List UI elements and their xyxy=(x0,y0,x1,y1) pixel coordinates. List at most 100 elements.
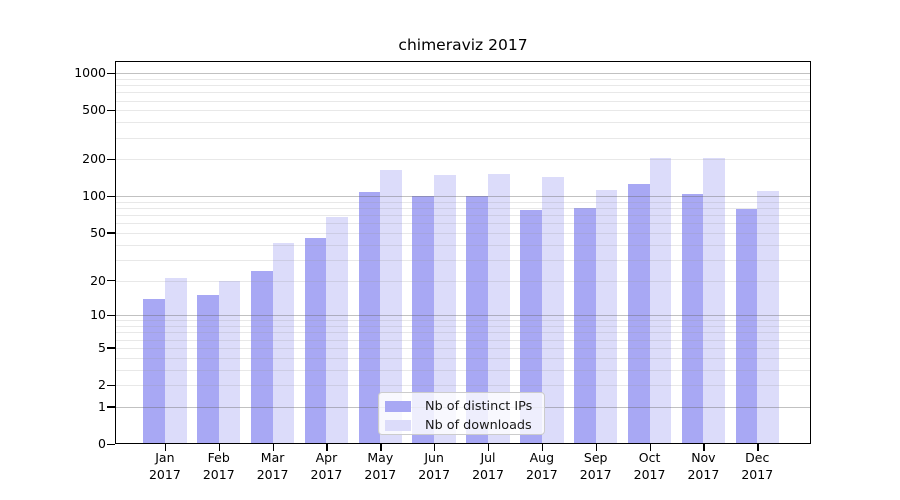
y-tick-2 xyxy=(107,384,115,386)
y-tick-label-1: 1 xyxy=(98,398,106,414)
gridline-70 xyxy=(115,215,811,217)
chart-title: chimeraviz 2017 xyxy=(398,36,528,54)
bar-apr-downloads xyxy=(326,216,349,444)
x-tick-label-oct: Oct 2017 xyxy=(633,450,666,482)
legend-label-downloads: Nb of downloads xyxy=(425,418,532,433)
bar-jan-downloads xyxy=(164,278,187,444)
gridline-10 xyxy=(115,315,811,317)
gridline-90 xyxy=(115,201,811,203)
y-tick-500 xyxy=(107,109,115,112)
legend-swatch-distinct-ips xyxy=(385,401,411,412)
gridline-200 xyxy=(115,159,811,161)
y-tick-label-5: 5 xyxy=(98,339,106,355)
bar-feb-ips xyxy=(197,295,219,444)
x-tick-aug xyxy=(541,444,544,451)
gridline-700 xyxy=(115,92,811,94)
x-tick-may xyxy=(380,444,382,451)
x-tick-apr xyxy=(326,444,328,451)
gridline-6 xyxy=(115,339,811,341)
bar-oct-downloads xyxy=(649,157,672,444)
x-tick-feb xyxy=(218,444,221,451)
gridline-1000 xyxy=(115,73,811,75)
legend-label-distinct-ips: Nb of distinct IPs xyxy=(425,399,533,414)
y-tick-label-2: 2 xyxy=(98,377,106,393)
gridline-800 xyxy=(115,85,811,87)
gridline-2 xyxy=(115,385,811,387)
legend: Nb of distinct IPs Nb of downloads xyxy=(378,392,545,435)
x-tick-oct xyxy=(649,444,651,451)
gridline-80 xyxy=(115,208,811,210)
gridline-4 xyxy=(115,357,811,359)
bar-jun-ips xyxy=(412,196,435,444)
gridline-100 xyxy=(115,196,811,198)
bar-oct-ips xyxy=(627,183,650,444)
plot-area xyxy=(115,61,811,444)
x-tick-label-sep: Sep 2017 xyxy=(579,450,612,482)
x-tick-label-jan: Jan 2017 xyxy=(148,450,181,482)
y-tick-label-0: 0 xyxy=(98,436,106,451)
x-tick-nov xyxy=(703,444,705,451)
gridline-400 xyxy=(115,122,811,124)
bar-aug-ips xyxy=(520,210,542,444)
bar-mar-downloads xyxy=(272,243,295,444)
y-tick-label-500: 500 xyxy=(82,102,106,118)
legend-row-distinct-ips: Nb of distinct IPs xyxy=(379,397,544,416)
y-tick-100 xyxy=(107,195,115,198)
gridline-7 xyxy=(115,332,811,334)
y-tick-label-20: 20 xyxy=(90,272,106,288)
x-tick-jun xyxy=(434,444,436,451)
gridline-60 xyxy=(115,223,811,225)
y-tick-label-1000: 1000 xyxy=(74,65,106,81)
bar-nov-ips xyxy=(681,194,704,444)
x-tick-label-dec: Dec 2017 xyxy=(741,450,774,482)
gridline-900 xyxy=(115,78,811,80)
legend-swatch-downloads xyxy=(385,420,411,431)
bar-mar-ips xyxy=(250,271,273,444)
legend-row-downloads: Nb of downloads xyxy=(379,416,544,435)
gridline-20 xyxy=(115,280,811,282)
y-tick-50 xyxy=(107,232,115,234)
bar-jul-downloads xyxy=(488,173,510,444)
bar-may-downloads xyxy=(380,169,402,444)
bar-may-ips xyxy=(358,192,381,444)
gridline-300 xyxy=(115,137,811,139)
bar-jul-ips xyxy=(466,195,488,444)
gridline-30 xyxy=(115,259,811,261)
y-tick-5 xyxy=(107,347,115,349)
gridline-5 xyxy=(115,347,811,349)
bar-dec-downloads xyxy=(757,190,779,444)
x-tick-label-mar: Mar 2017 xyxy=(256,450,289,482)
x-tick-dec xyxy=(757,444,759,451)
x-tick-mar xyxy=(272,444,274,451)
y-tick-label-100: 100 xyxy=(82,188,106,204)
bar-nov-downloads xyxy=(703,157,726,444)
x-tick-jul xyxy=(488,444,490,451)
y-tick-label-200: 200 xyxy=(82,151,106,167)
bar-apr-ips xyxy=(304,238,327,444)
y-tick-1000 xyxy=(107,72,115,74)
x-tick-jan xyxy=(164,444,167,451)
bar-aug-downloads xyxy=(541,176,564,444)
gridline-3 xyxy=(115,369,811,371)
gridline-9 xyxy=(115,320,811,322)
gridline-8 xyxy=(115,326,811,328)
bar-dec-ips xyxy=(735,208,758,444)
y-tick-0 xyxy=(107,443,115,445)
gridline-500 xyxy=(115,110,811,112)
bar-sep-ips xyxy=(574,208,596,444)
x-tick-label-may: May 2017 xyxy=(364,450,397,482)
bar-jun-downloads xyxy=(434,175,456,444)
x-tick-label-aug: Aug 2017 xyxy=(525,450,558,482)
y-tick-label-50: 50 xyxy=(90,224,106,240)
gridline-50 xyxy=(115,232,811,234)
y-tick-20 xyxy=(107,280,115,282)
y-tick-200 xyxy=(107,158,115,161)
gridline-600 xyxy=(115,100,811,102)
bar-jan-ips xyxy=(143,298,165,444)
y-tick-10 xyxy=(107,314,115,317)
gridline-40 xyxy=(115,244,811,246)
x-tick-label-feb: Feb 2017 xyxy=(202,450,235,482)
x-tick-label-apr: Apr 2017 xyxy=(310,450,343,482)
y-tick-1 xyxy=(107,406,115,408)
